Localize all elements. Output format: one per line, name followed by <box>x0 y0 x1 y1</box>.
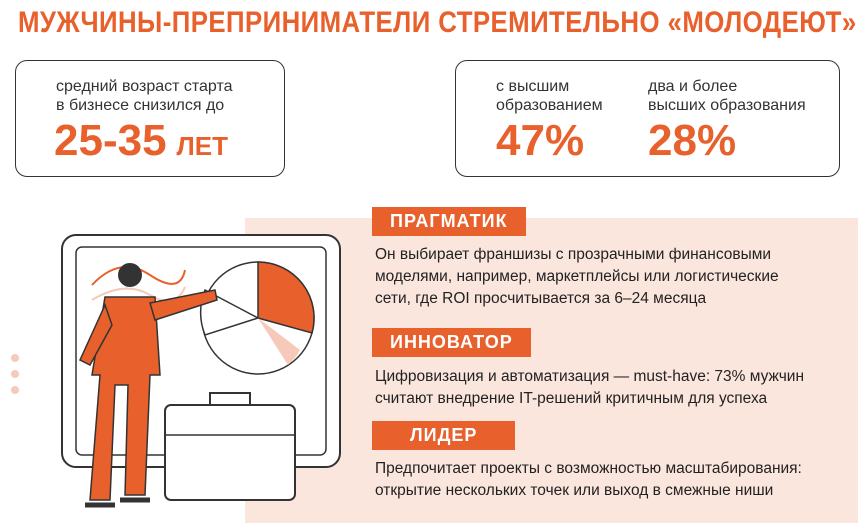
text-line: Цифровизация и автоматизация — must-have… <box>375 368 805 385</box>
figure <box>89 296 161 501</box>
pie-slice <box>258 318 300 365</box>
value: 25-35 <box>54 116 167 165</box>
dot <box>11 354 19 362</box>
briefcase-handle <box>209 392 251 405</box>
text-line: моделями, например, маркетплейсы или лог… <box>375 268 779 285</box>
dot <box>11 386 19 394</box>
illustration <box>11 234 341 508</box>
section-text: Предпочитает проекты с возможностью масш… <box>375 458 802 502</box>
label-line: два и более <box>648 78 738 95</box>
section-text: Он выбирает франшизы с прозрачными финан… <box>375 244 779 310</box>
edu-value: 47% <box>496 116 585 165</box>
label-line: в бизнесе снизился до <box>56 97 225 114</box>
age-label: средний возраст старта в бизнесе снизилс… <box>56 77 233 115</box>
age-value: 25-35 ЛЕТ <box>54 116 228 166</box>
briefcase <box>164 404 296 501</box>
edu-value: 28% <box>648 116 737 165</box>
trend <box>91 266 186 286</box>
head <box>118 263 142 287</box>
section-heading: ЛИДЕР <box>372 421 516 450</box>
age-card: средний возраст старта в бизнесе снизилс… <box>15 60 285 177</box>
label-line: высших образования <box>648 97 806 114</box>
label-line: средний возраст старта <box>56 78 233 95</box>
section-heading: ИННОВАТОР <box>372 328 531 357</box>
text-line: открытие нескольких точек или выход в см… <box>375 482 774 499</box>
label-line: образованием <box>496 97 603 114</box>
title: МУЖЧИНЫ-ПРЕПРИНИМАТЕЛИ СТРЕМИТЕЛЬНО «МОЛ… <box>18 6 857 39</box>
pie-slice <box>257 261 315 334</box>
arm <box>149 289 218 321</box>
text-line: Предпочитает проекты с возможностью масш… <box>375 460 802 477</box>
label-line: с высшим <box>496 78 570 95</box>
education-card: с высшим образованием 47% два и более вы… <box>455 60 840 177</box>
dot <box>11 370 19 378</box>
unit: ЛЕТ <box>176 131 229 161</box>
section-text: Цифровизация и автоматизация — must-have… <box>375 366 804 410</box>
text-line: считают внедрение IT-решений критичным д… <box>375 390 768 407</box>
arm <box>79 302 113 366</box>
background-panel <box>245 218 858 523</box>
section-heading: ПРАГМАТИК <box>372 207 526 236</box>
shoes <box>85 497 150 508</box>
edu-label: два и более высших образования <box>648 77 806 115</box>
text-line: Он выбирает франшизы с прозрачными финан… <box>375 246 772 263</box>
edu-label: с высшим образованием <box>496 77 603 115</box>
text-line: сети, где ROI просчитывается за 6–24 мес… <box>375 290 707 307</box>
